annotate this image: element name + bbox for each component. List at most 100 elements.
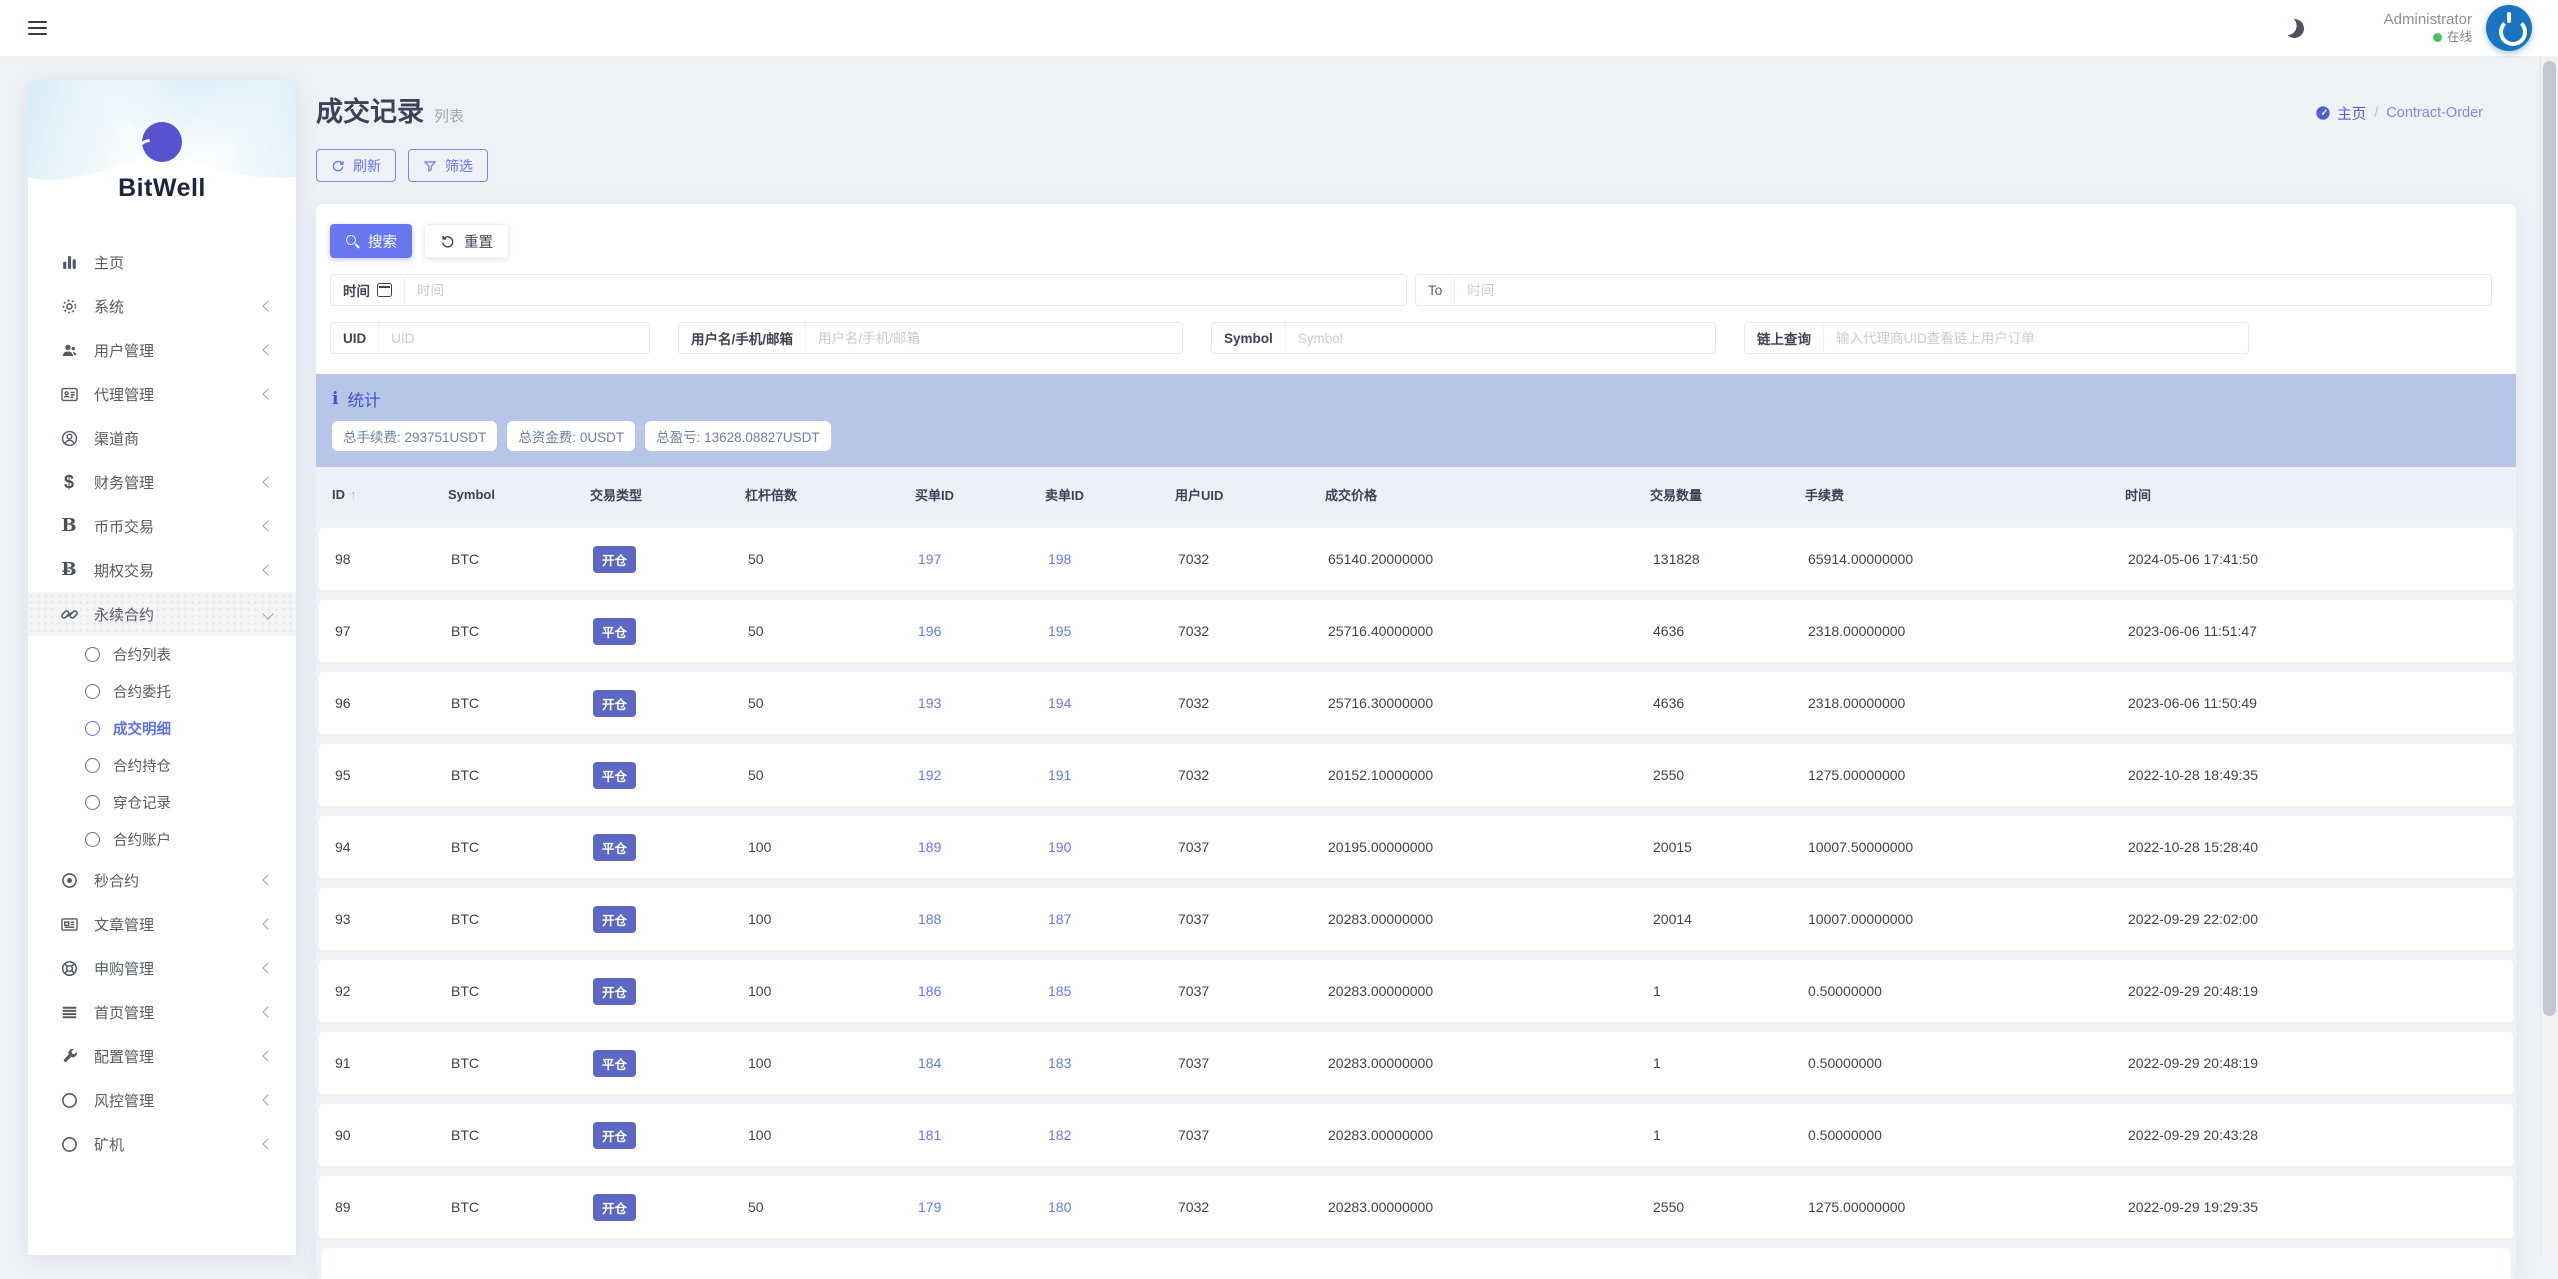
column-header: 手续费 xyxy=(1805,487,1845,503)
cell-symbol: BTC xyxy=(451,1199,479,1215)
sidebar-subitem[interactable]: 穿仓记录 xyxy=(28,784,296,821)
column-header: 卖单ID xyxy=(1045,487,1085,503)
cell-buy-id[interactable]: 188 xyxy=(918,911,942,927)
sidebar-item-label: 首页管理 xyxy=(94,1004,155,1022)
sidebar-item[interactable]: 秒合约 xyxy=(28,858,296,902)
cell-id: 95 xyxy=(335,767,351,783)
circle-bullet-icon xyxy=(85,684,100,699)
cell-sell-id[interactable]: 187 xyxy=(1048,911,1072,927)
search-field-input[interactable] xyxy=(1285,330,1715,346)
cell-fee: 65914.00000000 xyxy=(1808,551,1914,567)
reset-button[interactable]: 重置 xyxy=(424,224,509,258)
cell-sell-id[interactable]: 194 xyxy=(1048,695,1072,711)
sidebar-item[interactable]: 系统 xyxy=(28,284,296,328)
cell-sell-id[interactable]: 180 xyxy=(1048,1199,1072,1215)
cell-uid: 7037 xyxy=(1178,1055,1210,1071)
sidebar-item[interactable]: 申购管理 xyxy=(28,946,296,990)
sidebar-item[interactable]: 风控管理 xyxy=(28,1078,296,1122)
search-button[interactable]: 搜索 xyxy=(330,224,412,258)
sidebar-item[interactable]: 配置管理 xyxy=(28,1034,296,1078)
cell-qty: 2550 xyxy=(1653,767,1685,783)
online-dot-icon xyxy=(2432,32,2442,42)
breadcrumb-current: Contract-Order xyxy=(2386,105,2483,121)
sidebar-subitem[interactable]: 成交明细 xyxy=(28,710,296,747)
sidebar-item[interactable]: 首页管理 xyxy=(28,990,296,1034)
column-header: 交易类型 xyxy=(590,487,643,503)
cell-sell-id[interactable]: 191 xyxy=(1048,767,1072,783)
cell-time: 2022-09-29 20:43:28 xyxy=(2128,1127,2258,1143)
cell-uid: 7032 xyxy=(1178,767,1210,783)
cell-sell-id[interactable]: 182 xyxy=(1048,1127,1072,1143)
cell-buy-id[interactable]: 189 xyxy=(918,839,942,855)
wave-decoration xyxy=(108,80,278,157)
dark-mode-moon-icon[interactable] xyxy=(2283,16,2306,39)
cell-qty: 2550 xyxy=(1653,1199,1685,1215)
cell-buy-id[interactable]: 179 xyxy=(918,1199,942,1215)
table-row: 91 BTC 平仓 100 184 183 7037 20283.00000000 1 0.500… xyxy=(319,1032,2513,1094)
sidebar-item[interactable]: 代理管理 xyxy=(28,372,296,416)
cell-sell-id[interactable]: 183 xyxy=(1048,1055,1072,1071)
cell-sell-id[interactable]: 198 xyxy=(1048,551,1072,567)
position-type-badge: 平仓 xyxy=(593,617,637,645)
chevron-left-icon xyxy=(262,300,274,312)
sidebar-item[interactable]: 永续合约 xyxy=(28,592,296,636)
position-type-badge: 开仓 xyxy=(593,689,637,717)
sidebar-subitem[interactable]: 合约账户 xyxy=(28,821,296,858)
sidebar-subitem[interactable]: 合约列表 xyxy=(28,636,296,673)
sidebar-item[interactable]: $ 财务管理 xyxy=(28,460,296,504)
cell-sell-id[interactable]: 195 xyxy=(1048,623,1072,639)
time-from-input[interactable] xyxy=(405,282,1406,298)
sidebar-subitem[interactable]: 合约委托 xyxy=(28,673,296,710)
search-field-input[interactable] xyxy=(1824,330,2248,346)
cell-type: 平仓 xyxy=(593,1049,748,1077)
filter-button[interactable]: 筛选 xyxy=(408,149,488,182)
column-header: 杠杆倍数 xyxy=(745,487,798,503)
time-to-input[interactable] xyxy=(1455,282,2491,298)
scrollbar-thumb[interactable] xyxy=(2543,61,2556,1016)
cell-type: 开仓 xyxy=(593,977,748,1005)
column-header[interactable]: ID xyxy=(332,487,448,502)
breadcrumb-home-link[interactable]: 主页 xyxy=(2315,103,2366,124)
cell-id: 96 xyxy=(335,695,351,711)
cell-buy-id[interactable]: 192 xyxy=(918,767,942,783)
search-field-input[interactable] xyxy=(379,330,649,346)
sidebar-item[interactable]: 用户管理 xyxy=(28,328,296,372)
cell-buy-id[interactable]: 186 xyxy=(918,983,942,999)
sidebar-item[interactable]: B 币币交易 xyxy=(28,504,296,548)
cell-buy-id[interactable]: 184 xyxy=(918,1055,942,1071)
cell-buy-id[interactable]: 181 xyxy=(918,1127,942,1143)
search-field-label: 链上查询 xyxy=(1745,323,1824,353)
cell-sell-id[interactable]: 190 xyxy=(1048,839,1072,855)
wrench-icon xyxy=(58,1047,80,1066)
dot-circle-icon xyxy=(58,871,80,890)
sidebar-item-label: 币币交易 xyxy=(94,518,155,536)
sidebar-subitem[interactable]: 合约持仓 xyxy=(28,747,296,784)
cell-buy-id[interactable]: 197 xyxy=(918,551,942,567)
sidebar-subitem-label: 合约列表 xyxy=(113,648,171,664)
sidebar-subitem-label: 合约委托 xyxy=(113,685,171,701)
sidebar-item[interactable]: 渠道商 xyxy=(28,416,296,460)
circle-bullet-icon xyxy=(85,647,100,662)
cell-type: 开仓 xyxy=(593,545,748,573)
cell-buy-id[interactable]: 196 xyxy=(918,623,942,639)
position-type-badge: 开仓 xyxy=(593,545,637,573)
column-header: 买单ID xyxy=(915,487,955,503)
chevron-left-icon xyxy=(262,1050,274,1062)
search-field-input[interactable] xyxy=(806,330,1182,346)
sidebar-header: BitWell xyxy=(28,80,296,230)
refresh-button[interactable]: 刷新 xyxy=(316,149,396,182)
sidebar-item[interactable]: 文章管理 xyxy=(28,902,296,946)
user-meta: Administrator 在线 xyxy=(2384,11,2472,45)
user-avatar[interactable] xyxy=(2486,5,2532,51)
sidebar-item[interactable]: 主页 xyxy=(28,240,296,284)
sidebar-item[interactable]: 矿机 xyxy=(28,1122,296,1166)
cell-time: 2022-09-29 20:48:19 xyxy=(2128,983,2258,999)
table-row: 97 BTC 平仓 50 196 195 7032 25716.40000000 4636 231… xyxy=(319,600,2513,662)
cell-sell-id[interactable]: 185 xyxy=(1048,983,1072,999)
sidebar-item[interactable]: Ƀ 期权交易 xyxy=(28,548,296,592)
column-header: 用户UID xyxy=(1175,487,1224,503)
cell-leverage: 100 xyxy=(748,983,772,999)
sidebar-toggle-icon[interactable] xyxy=(26,13,49,42)
cell-buy-id[interactable]: 193 xyxy=(918,695,942,711)
time-from-label: 时间 xyxy=(331,275,405,305)
